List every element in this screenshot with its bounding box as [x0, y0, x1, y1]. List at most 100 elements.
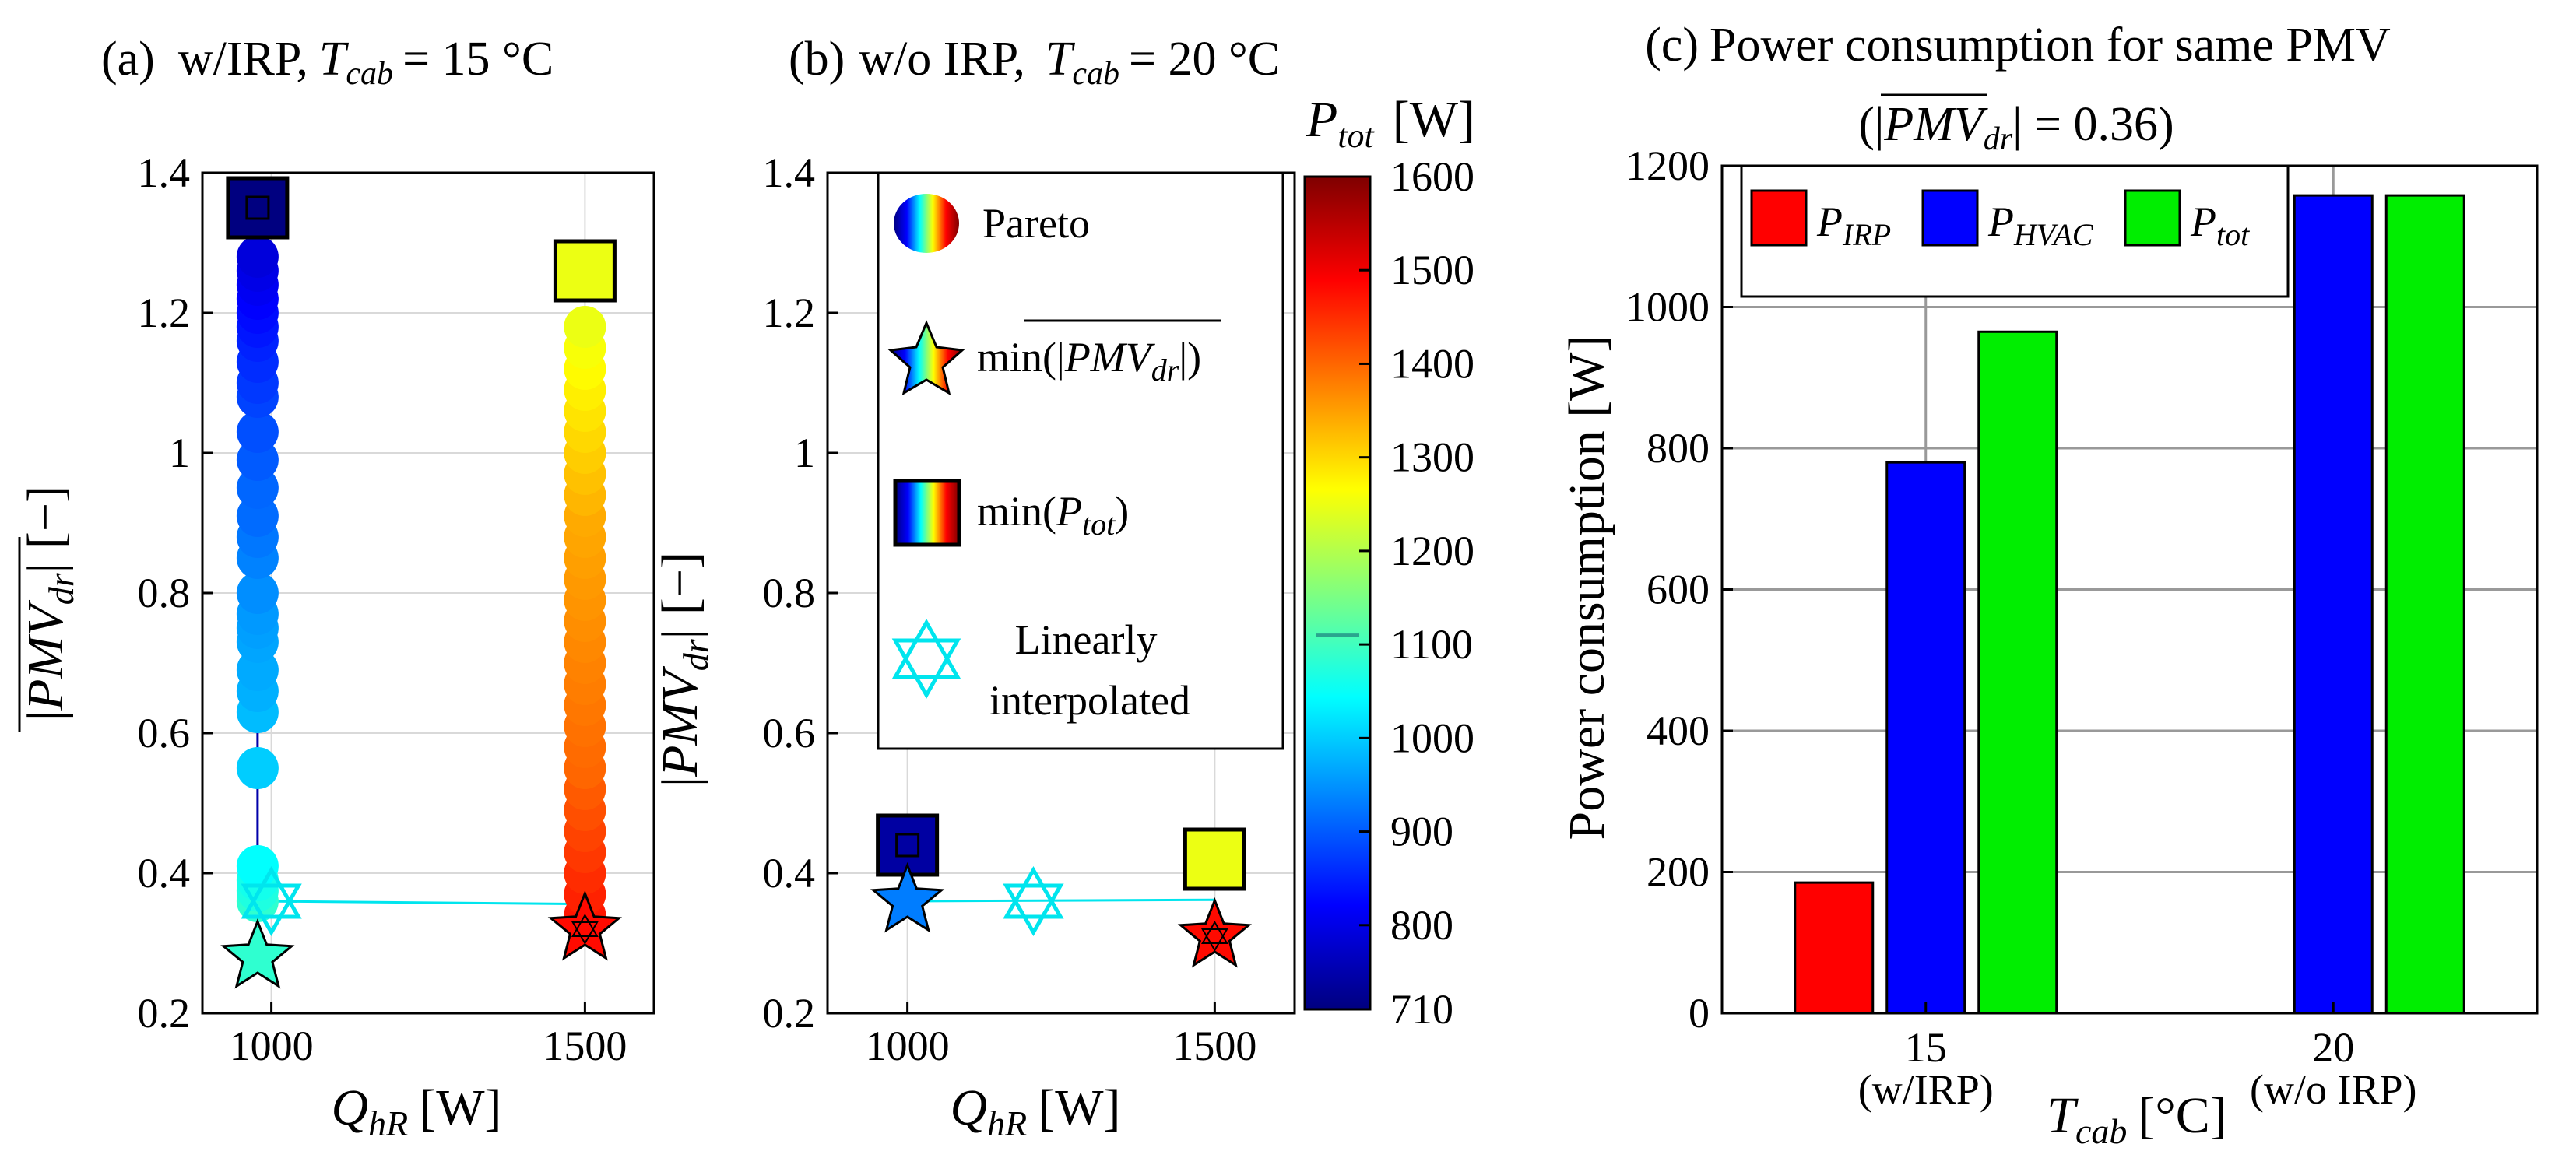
panel-c-ylabel: Power consumption [W] — [1559, 335, 1615, 840]
tick-label-y: 0.2 — [763, 990, 816, 1037]
colorbar-tick-label: 1200 — [1390, 528, 1474, 574]
pareto-point — [236, 411, 279, 453]
tick-label-y: 1.4 — [138, 149, 191, 196]
tick-label-y: 0.6 — [763, 710, 816, 756]
bar-p-hvac — [2293, 194, 2374, 1015]
colorbar-tick-label: 800 — [1390, 902, 1453, 949]
tick-label-x: 1000 — [230, 1023, 314, 1069]
min-ptot-inner-marker — [245, 195, 270, 220]
interp-line — [257, 900, 585, 906]
panel-b-interp-line — [907, 898, 1215, 903]
panel-a-pareto-points — [236, 236, 606, 936]
legend-min-ptot-swatch — [893, 479, 961, 547]
tick-label-y: 0.8 — [763, 570, 816, 616]
colorbar-ticks: 710 800 900 1000 1100 1200 1300 1400 1500 1600 — [1316, 153, 1474, 1033]
interpolated-marker — [1003, 866, 1064, 936]
pareto-point — [236, 845, 279, 887]
bar-p-tot — [1977, 330, 2058, 1015]
colorbar-tick-label: 1600 — [1390, 153, 1474, 200]
min-pmv-inner-marker-tri-up — [1200, 921, 1228, 944]
legend-min-pmv-swatch — [887, 320, 965, 396]
panel-c-xlabel: Tcab [°C] — [2047, 1087, 2227, 1151]
min-ptot-marker — [553, 239, 617, 303]
interpolated-marker — [241, 866, 302, 936]
colorbar-tick-label: 1100 — [1390, 621, 1473, 668]
colorbar-tick-label: 900 — [1390, 809, 1453, 855]
panel-c-legend: PIRP PHVAC Ptot — [1740, 164, 2290, 298]
min-pmv-marker — [870, 861, 945, 933]
colorbar: Ptot [W] 710 800 900 1000 1100 1200 1300 1400 150… — [1303, 91, 1475, 1033]
panel-c-legend-box — [1740, 164, 2290, 298]
tick-label-y: 1.2 — [138, 289, 191, 336]
tick-label-y: 400 — [1646, 707, 1710, 754]
pareto-point — [564, 306, 606, 348]
colorbar-tick-label: 1000 — [1390, 714, 1474, 761]
panel-b-xlabel: QhR [W] — [950, 1079, 1120, 1143]
panel-a-ylabel: |PMVdr|[−] — [17, 486, 81, 732]
interpolated-marker-tri-down — [1003, 883, 1064, 936]
tick-label-y: 800 — [1646, 425, 1710, 472]
legend-pareto-swatch — [894, 194, 959, 253]
tick-label-y: 1.4 — [763, 149, 816, 196]
legend-hvac-swatch — [1921, 189, 1979, 247]
legend-interp-label-line1: Linearly — [1015, 616, 1158, 663]
tick-label-x: 1500 — [543, 1023, 627, 1069]
category-note: (w/o IRP) — [2250, 1066, 2417, 1113]
tick-label-y: 0.4 — [138, 850, 191, 897]
legend-tot-swatch — [2124, 189, 2181, 247]
panel-c-ticks: 0 200 400 600 800 1000 1200 15(w/IRP) 20(w/o IRP… — [1625, 142, 2417, 1113]
tick-label-y: 1 — [169, 430, 190, 476]
tick-label-x: 1500 — [1172, 1023, 1256, 1069]
min-ptot-marker — [1183, 827, 1246, 891]
colorbar-gradient — [1303, 175, 1372, 1011]
legend-pareto-label: Pareto — [982, 200, 1090, 247]
min-pmv-marker — [220, 918, 295, 989]
legend-tot-label: Ptot — [2190, 198, 2250, 252]
colorbar-tick-label: 710 — [1390, 986, 1453, 1033]
min-ptot-inner-marker — [895, 833, 920, 858]
svg-text:|PMVdr|[−]: |PMVdr|[−] — [652, 552, 715, 787]
colorbar-tick-label: 1500 — [1390, 247, 1474, 293]
min-pmv-marker — [1177, 897, 1252, 968]
panel-b-legend: Pareto min(|PMVdr|) min(Ptot) Linearly i… — [877, 171, 1284, 750]
panel-c-bars — [1794, 194, 2465, 1015]
panel-b-title: (b) w/o IRP, Tcab = 20 °C — [789, 33, 1280, 92]
interpolated-marker-tri-up — [1003, 866, 1064, 919]
bar-p-tot — [2384, 194, 2465, 1015]
tick-label-y: 0.8 — [138, 570, 191, 616]
tick-label-y: 0.2 — [138, 990, 191, 1037]
panel-b-markers — [870, 813, 1252, 968]
pareto-point — [236, 747, 279, 789]
interp-line — [907, 898, 1215, 903]
panel-b-ticks: 0.2 0.4 0.6 0.8 1 1.2 1.4 1000 1500 — [763, 149, 1257, 1069]
pareto-point — [236, 572, 279, 614]
bar-p-irp — [1794, 881, 1875, 1015]
category-note: (w/IRP) — [1858, 1066, 1994, 1113]
bar-p-hvac — [1885, 461, 1966, 1015]
tick-label-y: 600 — [1646, 567, 1710, 613]
tick-label-y: 0.6 — [138, 710, 191, 756]
colorbar-tick-label: 1400 — [1390, 340, 1474, 387]
legend-hvac-label: PHVAC — [1987, 198, 2094, 252]
interpolated-marker-tri-up — [241, 866, 302, 919]
min-ptot-marker — [226, 176, 290, 240]
tick-label-y: 1 — [794, 430, 815, 476]
tick-label-y: 1.2 — [763, 289, 816, 336]
tick-label-x: 15 — [1905, 1024, 1947, 1071]
tick-label-y: 0.4 — [763, 850, 816, 897]
panel-a-ticks: 0.2 0.4 0.6 0.8 1 1.2 1.4 1000 1500 — [138, 149, 627, 1069]
pareto-point — [236, 236, 279, 278]
tick-label-y: 200 — [1646, 849, 1710, 896]
panel-c-subtitle: (|PMVdr| = 0.36) — [1858, 98, 2174, 157]
colorbar-label: Ptot [W] — [1306, 91, 1475, 155]
panel-a: (a) w/IRP, Tcab = 15 °C 0.2 0.4 0.6 0.8 1 1.2 1.4… — [17, 33, 655, 1143]
panel-b: (b) w/o IRP, Tcab = 20 °C 0.2 0.4 0.6 0.8 1 1.2 1… — [652, 33, 1296, 1143]
tick-label-y: 1200 — [1625, 142, 1710, 189]
min-pmv-inner-marker — [571, 914, 599, 945]
legend-irp-label: PIRP — [1816, 198, 1891, 252]
legend-interp-swatch — [891, 618, 961, 700]
tick-label-x: 20 — [2312, 1024, 2354, 1071]
min-pmv-inner-marker-tri-down — [571, 921, 599, 945]
tick-label-y: 0 — [1689, 990, 1710, 1037]
